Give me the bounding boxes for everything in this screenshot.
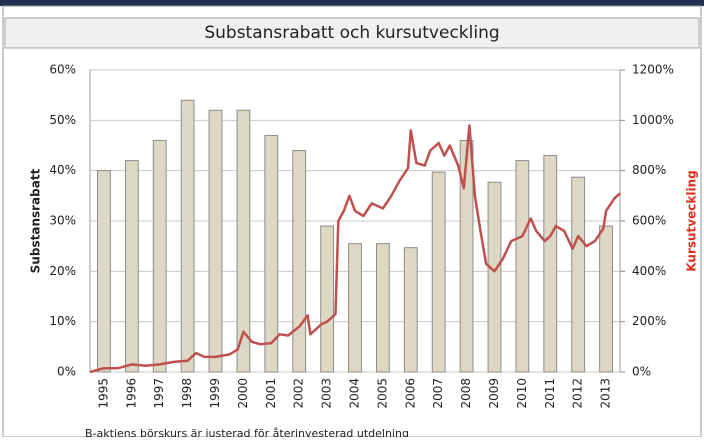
- y-tick-label: 40%: [49, 163, 76, 177]
- y-axis-label: Substansrabatt: [29, 168, 43, 273]
- bar: [515, 160, 530, 373]
- footnote: B-aktiens börskurs är justerad för återi…: [85, 427, 409, 437]
- y2-tick-label: 1200%: [632, 63, 674, 77]
- bar: [599, 225, 613, 373]
- y-tick-label: 60%: [49, 63, 76, 77]
- bar: [236, 109, 251, 373]
- y-tick-label: 0%: [57, 365, 76, 379]
- x-tick-label: 1999: [208, 378, 222, 409]
- bar: [348, 243, 362, 373]
- bar: [487, 181, 502, 373]
- x-tick-label: 1995: [96, 378, 110, 409]
- y-tick-label: 30%: [49, 214, 76, 228]
- bar: [320, 225, 335, 373]
- x-tick-label: 2000: [236, 378, 250, 409]
- x-tick-label: 2013: [599, 378, 613, 409]
- bar: [459, 139, 474, 373]
- bar: [97, 170, 111, 373]
- y-tick-label: 10%: [49, 314, 76, 328]
- y2-tick-label: 600%: [632, 214, 666, 228]
- y-tick-label: 50%: [49, 113, 76, 127]
- x-tick-label: 1998: [180, 378, 194, 409]
- x-tick-label: 2012: [571, 378, 585, 409]
- chart-title: Substansrabatt och kursutveckling: [204, 23, 499, 43]
- y-tick-label: 20%: [49, 264, 76, 278]
- bar: [431, 171, 446, 373]
- bar: [180, 99, 195, 373]
- x-tick-label: 2008: [459, 378, 473, 409]
- bar: [292, 150, 307, 373]
- x-tick-label: 2010: [515, 378, 529, 409]
- x-tick-label: 2007: [431, 378, 445, 409]
- top-band: [0, 0, 704, 6]
- x-tick-label: 2005: [375, 378, 389, 409]
- bar: [571, 176, 586, 373]
- y2-tick-label: 0%: [632, 365, 651, 379]
- x-tick-label: 2006: [403, 378, 417, 409]
- y2-tick-label: 200%: [632, 314, 666, 328]
- bar: [543, 155, 558, 373]
- bar: [264, 134, 279, 373]
- y2-axis-label: Kursutveckling: [685, 170, 699, 271]
- bar: [208, 109, 223, 373]
- bar: [403, 247, 418, 373]
- x-tick-label: 1996: [124, 378, 138, 409]
- line: [89, 124, 621, 374]
- x-tick-label: 2002: [292, 378, 306, 409]
- bar: [375, 243, 390, 373]
- x-tick-label: 2011: [543, 378, 557, 409]
- title-bar: [4, 17, 700, 49]
- y2-tick-label: 800%: [632, 163, 666, 177]
- x-tick-label: 2003: [320, 378, 334, 409]
- bar: [124, 160, 139, 373]
- bar: [152, 139, 167, 373]
- x-tick-label: 2004: [348, 378, 362, 409]
- y2-tick-label: 400%: [632, 264, 666, 278]
- x-tick-label: 2009: [487, 378, 501, 409]
- x-tick-label: 2001: [264, 378, 278, 409]
- y2-tick-label: 1000%: [632, 113, 674, 127]
- x-tick-label: 1997: [152, 378, 166, 409]
